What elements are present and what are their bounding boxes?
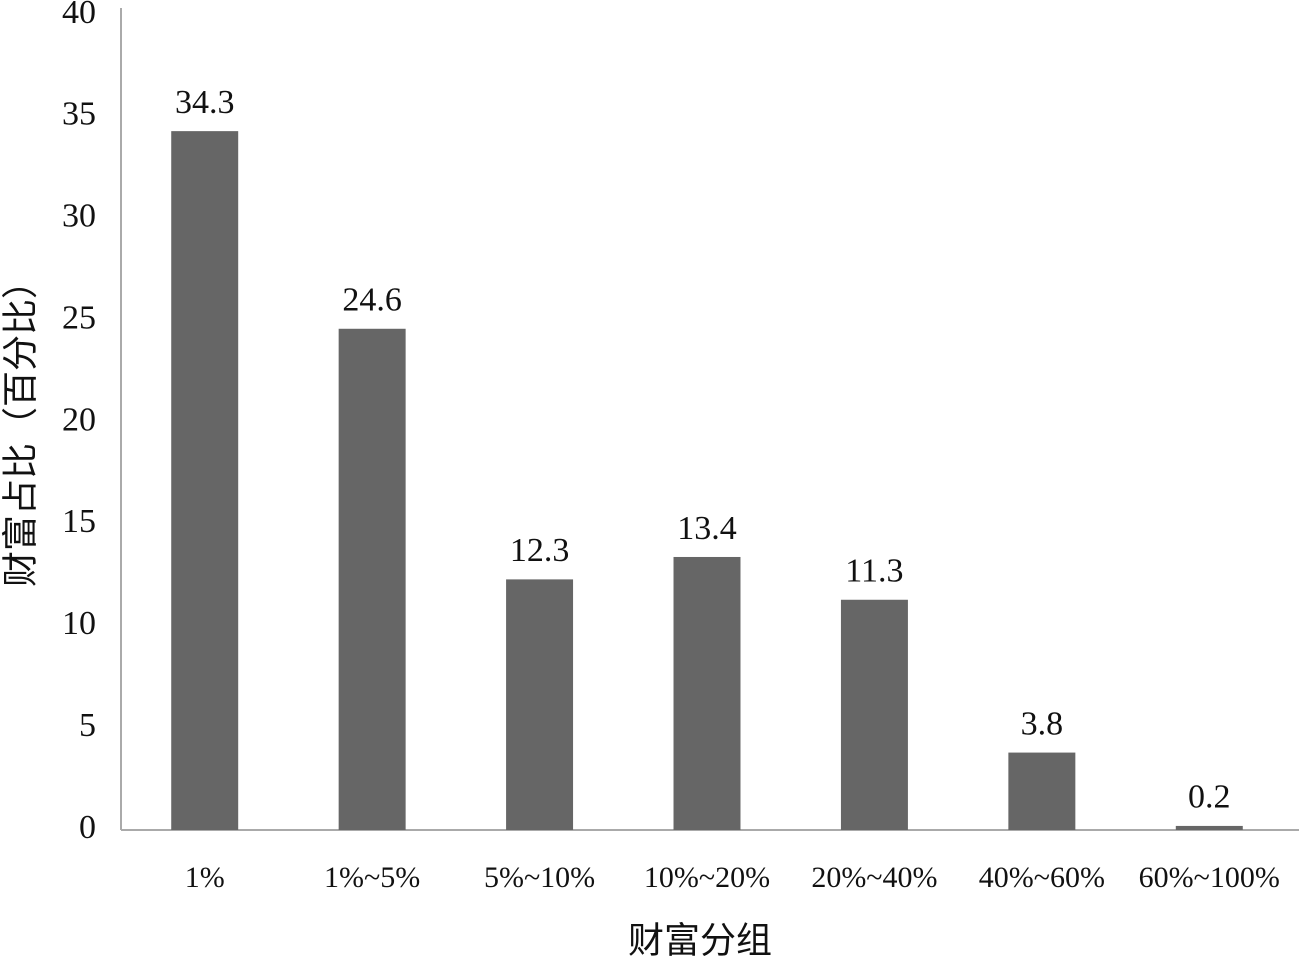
y-tick-label: 15 <box>62 503 96 540</box>
value-label: 12.3 <box>510 532 570 569</box>
y-tick-label: 40 <box>62 0 96 31</box>
x-tick-label: 5%~10% <box>484 861 595 894</box>
x-tick-label: 20%~40% <box>811 861 937 894</box>
value-label: 24.6 <box>342 282 402 319</box>
x-tick-label: 40%~60% <box>979 861 1105 894</box>
x-tick-label: 1% <box>185 861 225 894</box>
y-tick-label: 10 <box>62 605 96 642</box>
value-label: 0.2 <box>1188 779 1231 816</box>
value-label: 3.8 <box>1021 705 1064 742</box>
x-tick-label: 60%~100% <box>1139 861 1280 894</box>
value-label: 13.4 <box>677 510 737 547</box>
bar <box>673 556 741 830</box>
bar <box>1008 752 1076 830</box>
y-tick-label: 20 <box>62 401 96 438</box>
x-axis-title: 财富分组 <box>628 920 772 960</box>
x-tick-label: 1%~5% <box>324 861 420 894</box>
y-tick-label: 30 <box>62 198 96 235</box>
y-tick-label: 35 <box>62 96 96 133</box>
bar <box>840 599 908 830</box>
value-label: 34.3 <box>175 84 235 121</box>
x-tick-label: 10%~20% <box>644 861 770 894</box>
y-tick-label: 25 <box>62 299 96 336</box>
y-tick-label: 5 <box>79 707 96 744</box>
bar <box>506 579 574 830</box>
value-label: 11.3 <box>845 553 903 590</box>
y-tick-label: 0 <box>79 809 96 846</box>
bar <box>171 131 239 830</box>
y-axis-title: 财富占比（百分比） <box>0 263 40 587</box>
bar <box>1175 825 1243 830</box>
bar <box>338 328 406 830</box>
